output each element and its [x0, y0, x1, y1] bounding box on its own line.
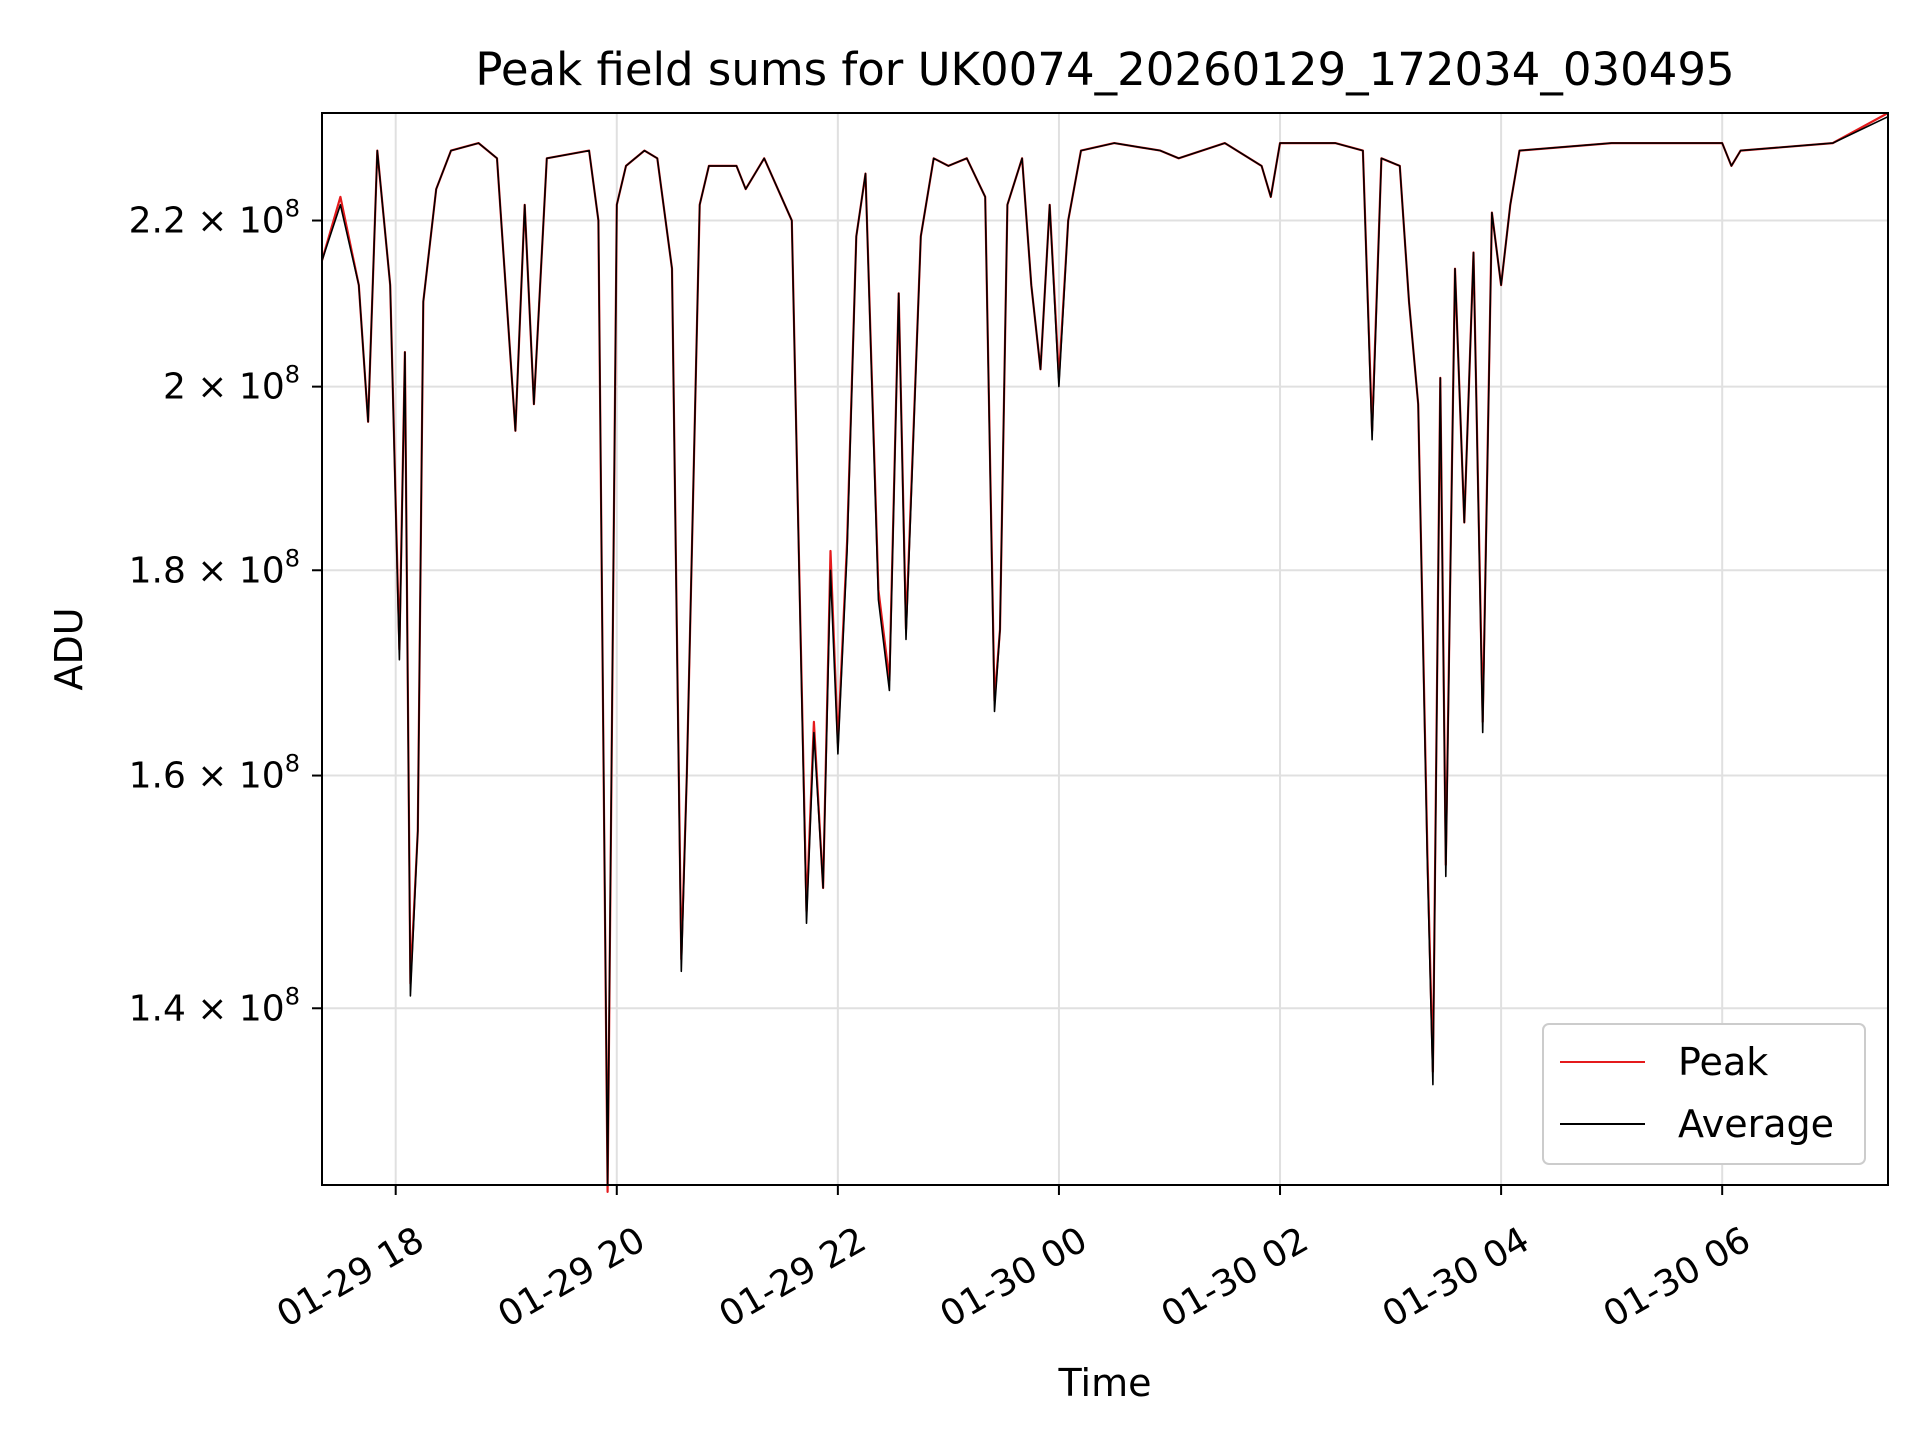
series-layer: [320, 112, 1889, 1193]
legend-label-peak: Peak: [1678, 1040, 1768, 1084]
y-tick-label: 2.2 × 108: [129, 195, 300, 242]
legend: Peak Average: [1542, 1023, 1866, 1165]
y-tick-label: 1.8 × 108: [129, 544, 300, 591]
grid: [322, 113, 1888, 1185]
y-axis-label: ADU: [47, 607, 91, 690]
plot-frame: [321, 112, 1889, 1186]
y-tick-label: 1.6 × 108: [129, 750, 300, 797]
y-axis: 1.4 × 108 1.6 × 108 1.8 × 108 2 × 108 2.2 × …: [129, 195, 322, 1029]
legend-label-average: Average: [1678, 1102, 1834, 1146]
y-tick-label: 2 × 108: [163, 361, 300, 408]
x-axis-label: Time: [1058, 1361, 1152, 1405]
legend-box: [1542, 1023, 1866, 1165]
y-tick-label: 1.4 × 108: [129, 982, 300, 1029]
chart-title: Peak field sums for UK0074_20260129_1720…: [475, 43, 1734, 96]
series-line-average: [321, 115, 1889, 1186]
